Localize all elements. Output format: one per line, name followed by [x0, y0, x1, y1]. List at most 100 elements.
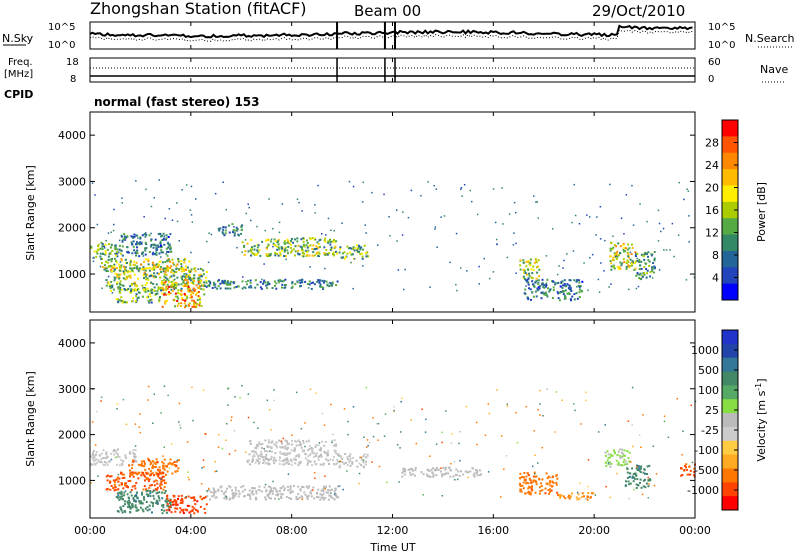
velocity-cell [162, 475, 165, 478]
power-cell [158, 300, 161, 303]
power-cell [271, 287, 274, 289]
velocity-cell [269, 489, 272, 492]
power-cell [326, 284, 329, 287]
velocity-cell [642, 471, 645, 474]
power-cell [188, 277, 191, 280]
power-sparse-cell [104, 247, 106, 249]
velocity-cell [414, 474, 416, 477]
velocity-cell [548, 481, 551, 484]
power-cell [166, 287, 169, 290]
power-cell [310, 282, 313, 285]
velocity-sparse-cell [228, 453, 231, 455]
power-cell [123, 300, 126, 303]
power-cell [643, 253, 646, 256]
power-cell [120, 296, 123, 299]
velocity-cell [261, 447, 263, 449]
power-sparse-cell [181, 189, 183, 191]
power-cell [131, 267, 134, 270]
velocity-cell [327, 459, 330, 462]
power-cell [193, 280, 195, 283]
power-cell [116, 283, 119, 286]
power-cell [233, 234, 236, 237]
velocity-cell [334, 451, 337, 454]
velocity-cell [473, 475, 476, 478]
velocity-cell [301, 450, 304, 453]
velocity-cell [366, 454, 369, 457]
velocity-cell [188, 511, 191, 514]
power-cell [527, 298, 530, 301]
velocity-cell [626, 468, 629, 471]
velocity-cell [107, 456, 109, 459]
velocity-cell [203, 507, 206, 510]
power-cell [167, 267, 170, 270]
velocity-cell [479, 474, 481, 476]
velocity-cell [119, 496, 122, 499]
power-cell [625, 247, 627, 250]
velocity-cell [322, 490, 325, 493]
velocity-sparse-cell [176, 459, 179, 462]
power-cell [117, 286, 120, 288]
power-cell [579, 288, 581, 291]
power-cell [162, 232, 165, 235]
velocity-cell [120, 508, 123, 511]
power-cell [158, 272, 160, 275]
power-sparse-cell [318, 255, 320, 257]
power-sparse-cell [236, 246, 238, 249]
power-cell [113, 279, 116, 282]
power-cell [256, 253, 259, 256]
freq-right-tick-bottom: 0 [708, 74, 714, 85]
power-cell [290, 287, 293, 289]
power-cell [528, 287, 530, 290]
velocity-sparse-cell [655, 473, 658, 475]
velocity-cell [349, 453, 352, 456]
power-cell [316, 247, 318, 250]
velocity-cell [162, 467, 165, 470]
velocity-sparse-cell [234, 449, 237, 452]
power-cell [543, 293, 546, 296]
power-cell [253, 245, 256, 248]
power-cell [535, 277, 538, 280]
power-cell [150, 298, 153, 301]
velocity-cell [258, 443, 261, 445]
power-cell [180, 290, 183, 293]
velocity-cell [294, 439, 297, 442]
velocity-cell [165, 509, 168, 512]
velocity-cell [144, 468, 147, 471]
power-cell [192, 299, 195, 302]
power-cell [527, 268, 529, 271]
velocity-cell [255, 492, 258, 495]
power-sparse-cell [460, 267, 462, 269]
power-cell [161, 261, 164, 264]
power-cell [190, 281, 193, 284]
power-sparse-cell [341, 222, 343, 224]
power-cell [153, 264, 156, 267]
velocity-cell [156, 486, 159, 489]
velocity-cell [476, 474, 479, 477]
velocity-cell [351, 461, 354, 464]
velocity-cell [270, 446, 273, 449]
power-cell [232, 281, 235, 284]
velocity-cell [528, 477, 531, 480]
power-sparse-cell [278, 231, 281, 234]
power-cell [167, 236, 170, 238]
power-sparse-cell [558, 265, 560, 267]
velocity-cell [150, 472, 153, 475]
power-cell [180, 263, 183, 265]
velocity-cell [325, 458, 328, 461]
power-cell [287, 245, 290, 248]
velocity-cell [271, 440, 274, 443]
velocity-cell [530, 479, 532, 482]
power-sparse-cell [535, 201, 537, 203]
power-sparse-cell [614, 255, 617, 257]
velocity-cell [224, 494, 227, 497]
velocity-cell [181, 500, 184, 503]
power-sparse-cell [197, 268, 199, 270]
velocity-cell [177, 497, 179, 500]
power-cell [167, 251, 170, 253]
velocity-cell [150, 484, 153, 486]
power-cell [104, 253, 107, 256]
velocity-sparse-cell [539, 414, 541, 416]
power-cell [167, 293, 170, 296]
velocity-cell [404, 470, 407, 473]
power-cell [638, 268, 641, 271]
